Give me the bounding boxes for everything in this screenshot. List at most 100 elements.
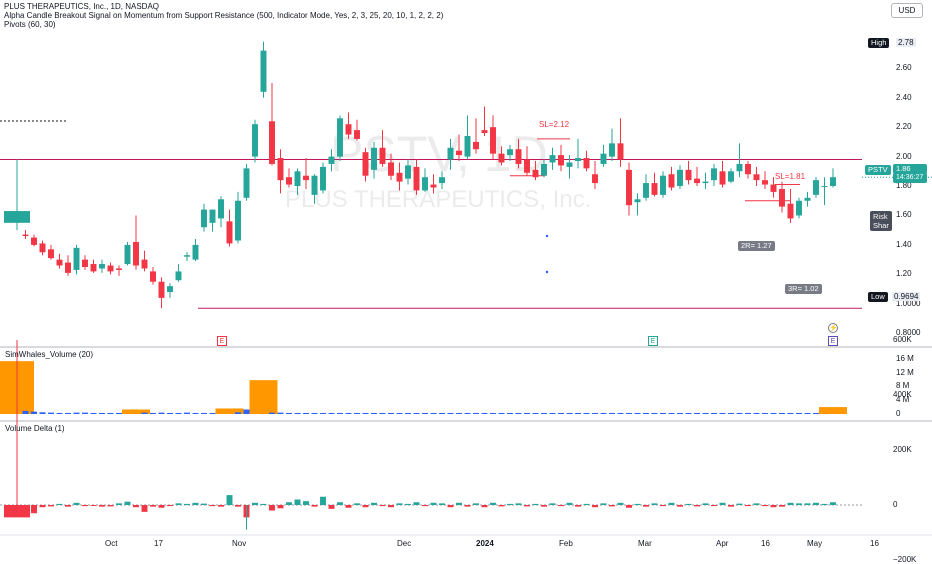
candle-body bbox=[354, 130, 360, 139]
candle-body bbox=[226, 221, 233, 244]
grid-lines bbox=[0, 346, 932, 536]
candle-body bbox=[405, 165, 411, 179]
candle-body bbox=[804, 197, 811, 201]
candle-body bbox=[813, 180, 819, 195]
delta-bar bbox=[218, 505, 224, 507]
delta-bar bbox=[779, 505, 785, 507]
earnings-marker-1[interactable]: E bbox=[217, 336, 227, 346]
delta-bar bbox=[90, 505, 97, 506]
candle-body bbox=[685, 169, 692, 181]
volume-bar bbox=[770, 412, 777, 414]
volume-bar bbox=[82, 412, 88, 414]
volume-bar bbox=[583, 412, 590, 414]
candle-body bbox=[362, 152, 369, 176]
currency-button[interactable]: USD bbox=[891, 3, 923, 18]
risk-box: Risk Shar bbox=[870, 211, 892, 231]
volume-bar bbox=[804, 412, 811, 414]
candle-body bbox=[396, 172, 403, 182]
candle-body bbox=[719, 171, 726, 185]
price-tick: 1.80 bbox=[896, 181, 912, 191]
candle-body bbox=[473, 141, 479, 150]
earnings-marker-upcoming[interactable]: E bbox=[828, 336, 838, 346]
volume-bar bbox=[209, 412, 216, 414]
volume-bar bbox=[813, 412, 819, 414]
delta-bar bbox=[235, 505, 241, 507]
volume-bar bbox=[65, 412, 71, 414]
volume-bar bbox=[167, 412, 173, 414]
candle-body bbox=[65, 262, 71, 273]
volume-bar bbox=[762, 412, 768, 414]
candle-body bbox=[728, 171, 734, 182]
candle-body bbox=[796, 200, 802, 216]
candle-body bbox=[22, 234, 29, 237]
candle-body bbox=[167, 286, 173, 293]
volume-bar bbox=[464, 412, 471, 414]
high-label: High bbox=[868, 38, 890, 48]
volume-bar bbox=[22, 410, 29, 414]
volume-bar bbox=[388, 412, 394, 414]
earnings-marker-2[interactable]: E bbox=[648, 336, 658, 346]
delta-bar bbox=[82, 505, 88, 507]
candle-body bbox=[456, 150, 462, 156]
volume-bar bbox=[541, 412, 547, 414]
price-tick: 0.8000 bbox=[896, 328, 921, 338]
candle-body bbox=[430, 184, 437, 188]
price-tick: 2.00 bbox=[896, 151, 912, 161]
delta-bar bbox=[549, 503, 556, 505]
volume-tick: 4 M bbox=[896, 395, 910, 405]
price-tick: 1.0000 bbox=[896, 298, 921, 308]
candle-body bbox=[56, 259, 63, 266]
signal-dot bbox=[545, 234, 549, 238]
target-2r: 2R= 1.27 bbox=[738, 241, 775, 251]
delta-bar bbox=[320, 496, 326, 505]
volume-bar bbox=[320, 412, 326, 414]
candle-body bbox=[4, 211, 30, 223]
candle-body bbox=[201, 209, 207, 228]
volume-bar bbox=[507, 412, 513, 414]
indicator-line[interactable]: Alpha Candle Breakout Signal on Momentum… bbox=[4, 11, 444, 20]
earnings-marker-1-text: E bbox=[219, 338, 225, 345]
candle-body bbox=[481, 130, 488, 134]
candle-body bbox=[388, 162, 394, 176]
candle-body bbox=[328, 156, 335, 164]
delta-pane-title[interactable]: Volume Delta (1) bbox=[5, 424, 65, 433]
delta-bar bbox=[39, 505, 46, 508]
delta-bar bbox=[753, 503, 760, 505]
pivots-line[interactable]: Pivots (60, 30) bbox=[4, 20, 56, 29]
volume-bar bbox=[269, 412, 275, 414]
volume-pane-title[interactable]: SimWhales_Volume (20) bbox=[5, 350, 94, 359]
delta-bar bbox=[473, 503, 479, 505]
delta-bar bbox=[456, 502, 462, 505]
lightning-icon[interactable]: ⚡ bbox=[828, 323, 838, 333]
risk-line-2: Shar bbox=[873, 221, 889, 230]
candle-body bbox=[787, 203, 794, 219]
delta-bar bbox=[31, 505, 37, 514]
volume-bar bbox=[39, 412, 46, 414]
delta-bar bbox=[124, 501, 131, 505]
delta-tick: 200K bbox=[893, 445, 912, 454]
chart-canvas[interactable] bbox=[0, 0, 932, 550]
volume-bar bbox=[711, 412, 717, 414]
delta-bar bbox=[175, 503, 182, 505]
candle-body bbox=[39, 243, 46, 253]
volume-bar bbox=[634, 412, 641, 414]
delta-bar bbox=[634, 503, 641, 505]
delta-bar bbox=[311, 505, 318, 507]
candle-body bbox=[694, 178, 700, 184]
volume-bar bbox=[150, 412, 156, 414]
volume-bar bbox=[719, 412, 726, 414]
candle-body bbox=[532, 169, 539, 178]
delta-bar bbox=[413, 502, 420, 505]
delta-bar bbox=[668, 502, 675, 505]
symbol-line[interactable]: PLUS THERAPEUTICS, Inc., 1D, NASDAQ bbox=[4, 2, 160, 11]
volume-bar bbox=[736, 412, 743, 414]
volume-bar bbox=[819, 407, 847, 414]
delta-bar bbox=[447, 505, 454, 508]
delta-bar bbox=[507, 503, 513, 505]
volume-bar bbox=[566, 412, 573, 414]
volume-bar bbox=[617, 412, 624, 414]
delta-bar bbox=[541, 505, 547, 507]
candle-body bbox=[90, 264, 97, 272]
candle-body bbox=[447, 147, 454, 160]
delta-bar bbox=[379, 505, 386, 507]
